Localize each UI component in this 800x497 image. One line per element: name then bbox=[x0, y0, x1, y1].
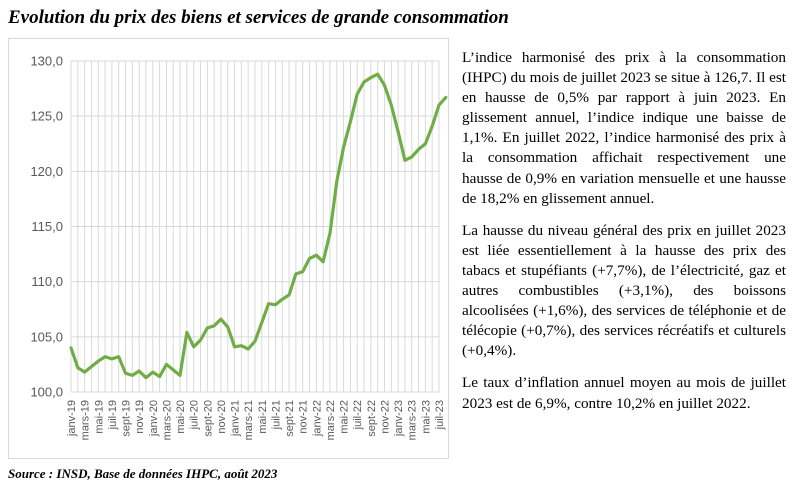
y-tick-label: 100,0 bbox=[30, 385, 63, 400]
x-tick-label: nov-20 bbox=[216, 400, 228, 434]
x-tick-label: mars-22 bbox=[325, 400, 337, 440]
paragraph-inflation-rate: Le taux d’inflation annuel moyen au mois… bbox=[462, 374, 786, 412]
y-tick-label: 105,0 bbox=[30, 329, 63, 344]
x-tick-label: janv-21 bbox=[230, 400, 242, 437]
y-tick-label: 110,0 bbox=[31, 274, 63, 289]
x-tick-label: mai-22 bbox=[339, 400, 351, 434]
series-ihpc bbox=[69, 72, 448, 380]
source-note: Source : INSD, Base de données IHPC, aoû… bbox=[8, 466, 278, 481]
page-title: Evolution du prix des biens et services … bbox=[8, 7, 509, 28]
x-tick-label: juil-19 bbox=[107, 400, 119, 430]
x-axis: janv-19 mars-19 mai-19 juil-19 sept-19 nov-19… bbox=[66, 400, 446, 440]
y-tick-label: 130,0 bbox=[30, 54, 63, 69]
x-tick-label: mars-23 bbox=[407, 400, 419, 440]
x-tick-label: sept-21 bbox=[284, 400, 296, 437]
x-tick-label: juil-22 bbox=[352, 400, 364, 430]
x-tick-label: mai-21 bbox=[257, 400, 269, 434]
x-tick-label: janv-22 bbox=[311, 400, 323, 437]
x-tick-label: mars-20 bbox=[161, 400, 173, 440]
x-tick-label: sept-19 bbox=[121, 400, 133, 437]
x-tick-label: sept-22 bbox=[366, 400, 378, 437]
x-tick-label: mai-23 bbox=[420, 400, 432, 434]
x-tick-label: juil-23 bbox=[434, 400, 446, 430]
commentary: L’indice harmonisé des prix à la consomm… bbox=[462, 48, 786, 426]
x-tick-label: mars-19 bbox=[80, 400, 92, 440]
x-tick-label: juil-21 bbox=[270, 400, 282, 430]
x-tick-label: mars-21 bbox=[243, 400, 255, 440]
x-tick-label: janv-23 bbox=[393, 400, 405, 437]
x-tick-label: mai-20 bbox=[175, 400, 187, 434]
x-tick-label: sept-20 bbox=[202, 400, 214, 437]
y-tick-label: 120,0 bbox=[30, 164, 63, 179]
line-chart: 100,0 105,0 110,0 115,0 120,0 125,0 130,0 janv… bbox=[30, 54, 448, 440]
paragraph-price-drivers: La hausse du niveau général des prix en … bbox=[462, 221, 786, 360]
x-tick-label: nov-22 bbox=[379, 400, 391, 434]
paragraph-ihpc-summary: L’indice harmonisé des prix à la consomm… bbox=[462, 49, 786, 207]
x-tick-label: janv-20 bbox=[148, 400, 160, 437]
y-tick-label: 125,0 bbox=[30, 109, 63, 124]
x-tick-label: nov-19 bbox=[134, 400, 146, 434]
y-axis: 100,0 105,0 110,0 115,0 120,0 125,0 130,0 bbox=[30, 54, 63, 400]
x-tick-label: mai-19 bbox=[93, 400, 105, 434]
series-line-ihpc bbox=[69, 72, 448, 380]
x-tick-label: nov-21 bbox=[298, 400, 310, 434]
chart-area: 100,0 105,0 110,0 115,0 120,0 125,0 130,0 janv… bbox=[8, 38, 449, 459]
x-tick-label: juil-20 bbox=[189, 400, 201, 430]
x-tick-label: janv-19 bbox=[66, 400, 78, 437]
y-tick-label: 115,0 bbox=[31, 219, 63, 234]
grid bbox=[70, 60, 440, 393]
